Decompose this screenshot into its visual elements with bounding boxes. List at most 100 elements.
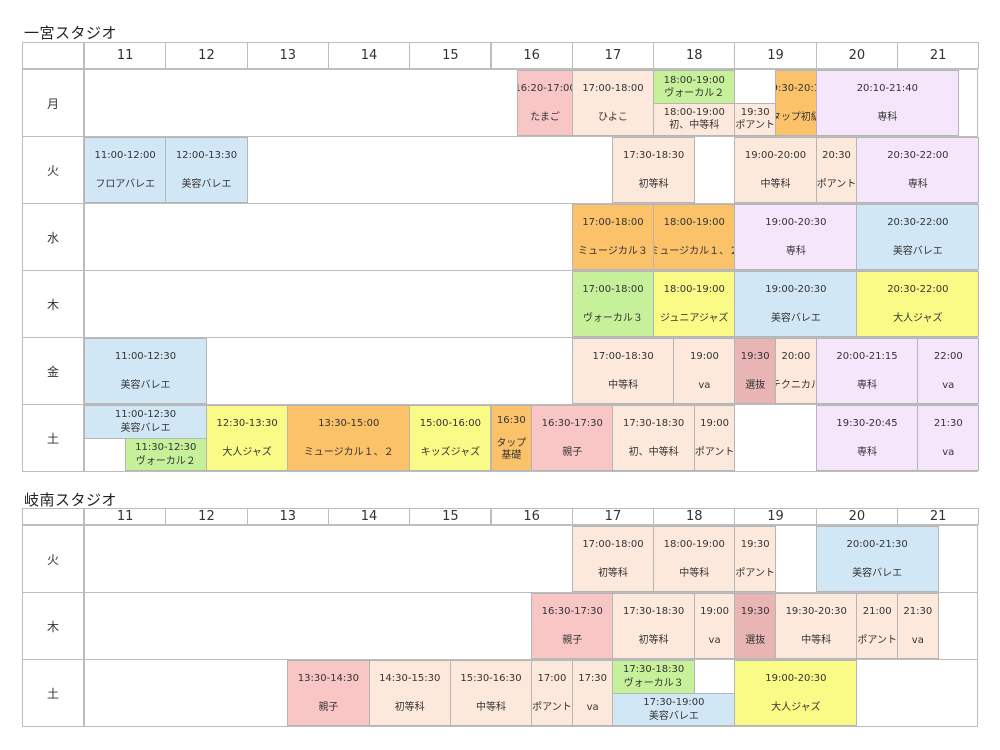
class-block[interactable]: 19:30-20:10 タップ初級 bbox=[775, 70, 817, 136]
class-block[interactable]: 18:00-19:00 ヴォーカル２ bbox=[653, 70, 736, 104]
class-block[interactable]: 17:30-18:30 初等科 bbox=[612, 137, 695, 203]
class-block[interactable]: 16:30-17:30 親子 bbox=[531, 593, 614, 659]
class-block[interactable]: 20:30-22:00 美容バレエ bbox=[856, 204, 980, 270]
class-block[interactable]: 15:00-16:00 キッズジャズ bbox=[409, 405, 492, 471]
class-block[interactable]: 20:30-22:00 大人ジャズ bbox=[856, 271, 980, 337]
class-block[interactable]: 20:00-21:15 専科 bbox=[815, 338, 919, 404]
class-time: 18:00-19:00 bbox=[663, 283, 725, 295]
class-block[interactable]: 19:30-20:30 中等科 bbox=[775, 593, 858, 659]
class-block[interactable]: 16:20-17:00 たまご bbox=[517, 70, 573, 136]
class-block[interactable]: 17:00-18:00 ミュージカル３ bbox=[571, 204, 655, 270]
class-block[interactable]: 17:00-18:00 ひよこ bbox=[571, 70, 655, 136]
class-block[interactable]: 18:00-19:00 中等科 bbox=[653, 526, 736, 592]
class-block[interactable]: 17:00-18:00 初等科 bbox=[571, 526, 655, 592]
class-time: 12:00-13:30 bbox=[175, 149, 238, 161]
class-name: 大人ジャズ bbox=[222, 446, 272, 458]
class-name: 美容バレエ bbox=[770, 312, 821, 324]
class-block[interactable]: 19:00 ポアント bbox=[693, 405, 736, 471]
class-name: ヴォーカル３ bbox=[582, 312, 643, 324]
class-name: フロアバレエ bbox=[95, 178, 155, 190]
class-block[interactable]: 18:00-19:00 ミュージカル１、２ bbox=[653, 204, 736, 270]
class-block[interactable]: 19:30 ポアント bbox=[734, 526, 777, 592]
hour-header: 13 bbox=[246, 42, 329, 69]
class-block[interactable]: 11:00-12:00 フロアバレエ bbox=[84, 137, 167, 203]
class-block[interactable]: 17:30 va bbox=[571, 660, 614, 726]
class-block[interactable]: 17:00 ポアント bbox=[531, 660, 573, 726]
class-time: 19:00 bbox=[700, 417, 729, 429]
class-block[interactable]: 22:00 va bbox=[917, 338, 980, 404]
class-block[interactable]: 12:30-13:30 大人ジャズ bbox=[205, 405, 289, 471]
hour-header: 11 bbox=[84, 42, 167, 69]
class-time: 19:00 bbox=[700, 605, 729, 617]
class-block[interactable]: 11:00-12:30 美容バレエ bbox=[84, 338, 207, 404]
class-time: 19:00-20:30 bbox=[765, 283, 827, 295]
class-block[interactable]: 17:30-18:30 ヴォーカル３ bbox=[612, 660, 695, 694]
class-time: 16:20-17:00 bbox=[517, 82, 573, 94]
class-time: 19:00-20:30 bbox=[765, 672, 827, 684]
class-block[interactable]: 14:30-15:30 初等科 bbox=[368, 660, 451, 726]
class-time: 18:00-19:00 bbox=[663, 216, 725, 228]
class-block[interactable]: 19:00-20:30 大人ジャズ bbox=[734, 660, 858, 726]
class-time: 17:00-18:00 bbox=[582, 216, 644, 228]
class-block[interactable]: 19:30 ポアント bbox=[734, 103, 777, 136]
class-block[interactable]: 18:00-19:00 ジュニアジャズ bbox=[653, 271, 736, 337]
class-block[interactable]: 19:00 va bbox=[673, 338, 736, 404]
class-block[interactable]: 17:00-18:30 中等科 bbox=[571, 338, 675, 404]
class-time: 15:30-16:30 bbox=[460, 672, 522, 684]
class-block[interactable]: 12:00-13:30 美容バレエ bbox=[165, 137, 248, 203]
class-block[interactable]: 19:00 va bbox=[693, 593, 736, 659]
class-block[interactable]: 18:00-19:00 初、中等科 bbox=[653, 103, 736, 136]
class-block[interactable]: 13:30-14:30 親子 bbox=[287, 660, 370, 726]
hour-header: 11 bbox=[84, 508, 167, 525]
class-block[interactable]: 21:00 ポアント bbox=[856, 593, 898, 659]
class-name: 初、中等科 bbox=[628, 446, 679, 458]
class-name: ジュニアジャズ bbox=[660, 312, 729, 324]
class-time: 17:30-18:30 bbox=[622, 664, 685, 675]
class-name: 親子 bbox=[562, 634, 583, 646]
day-label: 水 bbox=[22, 203, 84, 271]
class-block[interactable]: 15:30-16:30 中等科 bbox=[449, 660, 533, 726]
class-block[interactable]: 21:30 va bbox=[897, 593, 939, 659]
class-block[interactable]: 17:30-19:00 美容バレエ bbox=[612, 693, 736, 726]
class-block[interactable]: 11:30-12:30 ヴォーカル２ bbox=[124, 438, 207, 471]
class-block[interactable]: 19:00-20:00 中等科 bbox=[734, 137, 817, 203]
class-block[interactable]: 17:30-18:30 初、中等科 bbox=[612, 405, 695, 471]
class-block[interactable]: 20:10-21:40 専科 bbox=[815, 70, 959, 136]
class-block[interactable]: 20:30-22:00 専科 bbox=[856, 137, 980, 203]
class-name: ヴォーカル２ bbox=[664, 87, 725, 99]
class-block[interactable]: 19:00-20:30 専科 bbox=[734, 204, 858, 270]
class-name: ポアント bbox=[857, 634, 897, 646]
class-time: 12:30-13:30 bbox=[216, 417, 278, 429]
class-block[interactable]: 16:30 タップ 基礎 bbox=[490, 405, 533, 471]
class-block[interactable]: 11:00-12:30 美容バレエ bbox=[84, 405, 207, 439]
class-block[interactable]: 19:00-20:30 美容バレエ bbox=[734, 271, 858, 337]
class-time: 17:00-18:00 bbox=[582, 82, 644, 94]
class-block[interactable]: 21:30 va bbox=[917, 405, 980, 471]
hour-header: 20 bbox=[815, 508, 898, 525]
day-label: 木 bbox=[22, 270, 84, 338]
class-name: 初等科 bbox=[638, 634, 669, 646]
class-name: ミュージカル３ bbox=[578, 245, 648, 257]
hour-header: 15 bbox=[409, 42, 492, 69]
studio-title: 岐南スタジオ bbox=[24, 491, 118, 509]
class-time: 16:30-17:30 bbox=[541, 417, 603, 429]
class-block[interactable]: 17:00-18:00 ヴォーカル３ bbox=[571, 271, 655, 337]
day-label: 月 bbox=[22, 69, 84, 137]
class-block[interactable]: 19:30 選抜 bbox=[734, 338, 777, 404]
class-block[interactable]: 20:00 テクニカル bbox=[775, 338, 817, 404]
class-name: 専科 bbox=[785, 245, 806, 257]
class-time: 19:30 bbox=[740, 107, 770, 119]
hour-header: 12 bbox=[165, 42, 248, 69]
class-time: 11:00-12:00 bbox=[94, 149, 156, 161]
class-block[interactable]: 16:30-17:30 親子 bbox=[531, 405, 614, 471]
class-block[interactable]: 13:30-15:00 ミュージカル１、２ bbox=[287, 405, 411, 471]
class-block[interactable]: 19:30 選抜 bbox=[734, 593, 777, 659]
class-block[interactable]: 20:00-21:30 美容バレエ bbox=[815, 526, 939, 592]
class-time: 11:00-12:30 bbox=[114, 409, 177, 420]
class-block[interactable]: 20:30 ポアント bbox=[815, 137, 858, 203]
class-block[interactable]: 19:30-20:45 専科 bbox=[815, 405, 919, 471]
class-block[interactable]: 17:30-18:30 初等科 bbox=[612, 593, 695, 659]
class-name: va bbox=[708, 634, 721, 646]
class-time: 21:30 bbox=[933, 417, 963, 429]
class-time: 20:10-21:40 bbox=[856, 82, 918, 94]
